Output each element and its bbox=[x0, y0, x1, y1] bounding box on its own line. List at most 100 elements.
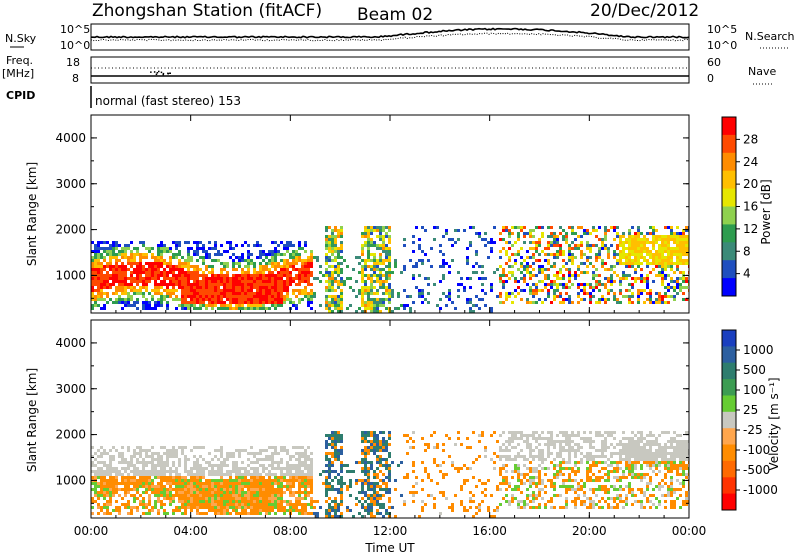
velocity-cell bbox=[466, 479, 469, 482]
velocity-cell bbox=[505, 446, 508, 449]
power-cell bbox=[280, 241, 283, 244]
velocity-cell bbox=[622, 458, 625, 461]
power-cell bbox=[667, 247, 670, 250]
power-cell bbox=[115, 298, 118, 301]
velocity-cell bbox=[451, 464, 454, 467]
power-cell bbox=[331, 304, 334, 307]
power-cell bbox=[247, 292, 250, 295]
velocity-cell bbox=[373, 497, 376, 500]
velocity-cell bbox=[364, 458, 367, 461]
velocity-cell bbox=[280, 506, 283, 509]
power-cell bbox=[115, 292, 118, 295]
velocity-cell bbox=[127, 479, 130, 482]
station-title: Zhongshan Station (fitACF) bbox=[92, 1, 322, 21]
power-cell bbox=[160, 301, 163, 304]
velocity-cell bbox=[100, 461, 103, 464]
velocity-cell bbox=[229, 473, 232, 476]
power-cell bbox=[145, 286, 148, 289]
velocity-cell bbox=[481, 500, 484, 503]
velocity-cell bbox=[172, 446, 175, 449]
velocity-cell bbox=[163, 452, 166, 455]
power-cell bbox=[568, 271, 571, 274]
velocity-cell bbox=[556, 476, 559, 479]
power-cell bbox=[628, 238, 631, 241]
power-cell bbox=[490, 247, 493, 250]
power-cell bbox=[181, 298, 184, 301]
power-cell bbox=[580, 283, 583, 286]
velocity-cell bbox=[268, 488, 271, 491]
velocity-cell bbox=[304, 452, 307, 455]
power-cell bbox=[367, 277, 370, 280]
velocity-cell bbox=[475, 485, 478, 488]
power-cell bbox=[511, 271, 514, 274]
velocity-cell bbox=[622, 446, 625, 449]
velocity-cell bbox=[334, 512, 337, 515]
velocity-cell bbox=[568, 467, 571, 470]
power-cell bbox=[154, 271, 157, 274]
velocity-cell bbox=[607, 503, 610, 506]
power-cell bbox=[220, 307, 223, 310]
velocity-cell bbox=[205, 485, 208, 488]
power-cell bbox=[241, 304, 244, 307]
velocity-cell bbox=[283, 491, 286, 494]
power-cell bbox=[163, 289, 166, 292]
velocity-cell bbox=[379, 458, 382, 461]
velocity-cell bbox=[340, 434, 343, 437]
velocity-cell bbox=[163, 488, 166, 491]
velocity-cell bbox=[373, 452, 376, 455]
velocity-cell bbox=[175, 485, 178, 488]
velocity-cell bbox=[337, 458, 340, 461]
power-cell bbox=[244, 301, 247, 304]
velocity-cell bbox=[193, 494, 196, 497]
power-cell bbox=[658, 271, 661, 274]
power-cell bbox=[664, 301, 667, 304]
power-cell bbox=[673, 253, 676, 256]
velocity-cell bbox=[370, 440, 373, 443]
velocity-cell bbox=[220, 461, 223, 464]
velocity-cell bbox=[607, 488, 610, 491]
velocity-cell bbox=[358, 500, 361, 503]
power-cell bbox=[679, 256, 682, 259]
velocity-cell bbox=[613, 446, 616, 449]
power-cell bbox=[373, 274, 376, 277]
power-cell bbox=[328, 274, 331, 277]
power-cell bbox=[118, 259, 121, 262]
velocity-cell bbox=[256, 479, 259, 482]
velocity-cell bbox=[331, 434, 334, 437]
velocity-cell bbox=[565, 500, 568, 503]
velocity-cell bbox=[271, 464, 274, 467]
velocity-cell bbox=[190, 500, 193, 503]
velocity-cell bbox=[379, 485, 382, 488]
power-cell bbox=[265, 289, 268, 292]
velocity-cell bbox=[115, 488, 118, 491]
power-cell bbox=[310, 274, 313, 277]
velocity-cell bbox=[91, 488, 94, 491]
velocity-cell bbox=[538, 476, 541, 479]
velocity-cell bbox=[301, 452, 304, 455]
velocity-cell bbox=[565, 434, 568, 437]
power-cell bbox=[577, 274, 580, 277]
velocity-cell bbox=[478, 509, 481, 512]
velocity-cell bbox=[259, 458, 262, 461]
power-cell bbox=[658, 247, 661, 250]
velocity-cell bbox=[304, 473, 307, 476]
colorbar-segment bbox=[722, 134, 736, 154]
power-cell bbox=[385, 280, 388, 283]
power-cell bbox=[166, 265, 169, 268]
velocity-cell bbox=[283, 509, 286, 512]
power-cell bbox=[94, 250, 97, 253]
velocity-cell bbox=[238, 485, 241, 488]
power-cell bbox=[553, 256, 556, 259]
velocity-cell bbox=[238, 476, 241, 479]
power-cell bbox=[622, 244, 625, 247]
power-heatmap bbox=[91, 226, 689, 313]
velocity-cell bbox=[250, 497, 253, 500]
power-cell bbox=[163, 280, 166, 283]
power-cell bbox=[214, 304, 217, 307]
velocity-cell bbox=[442, 461, 445, 464]
power-cell bbox=[241, 283, 244, 286]
power-cell bbox=[166, 286, 169, 289]
power-cell bbox=[187, 286, 190, 289]
power-cell bbox=[301, 292, 304, 295]
power-cell bbox=[211, 271, 214, 274]
